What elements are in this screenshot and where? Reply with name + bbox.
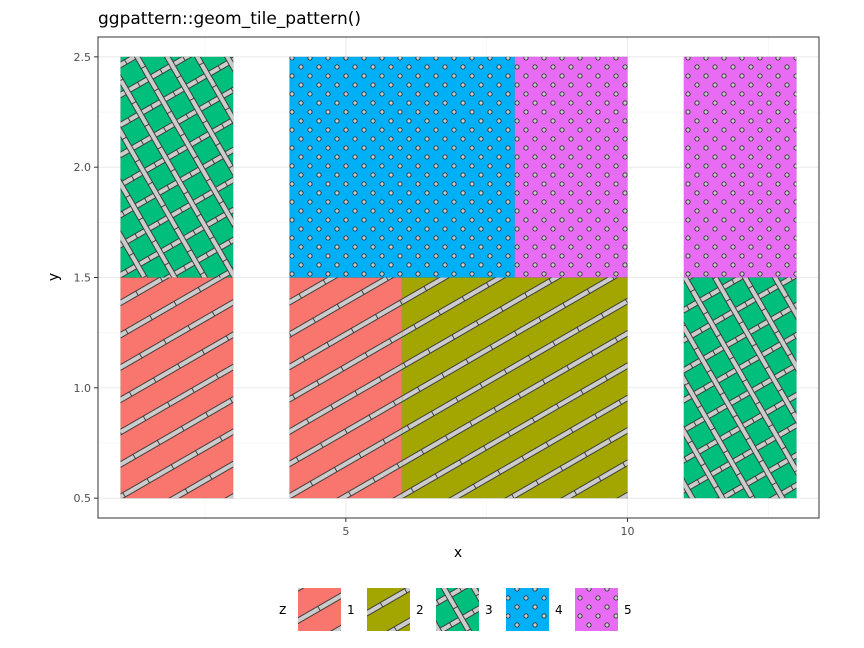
tile-4 — [289, 56, 516, 278]
legend-key-4 — [506, 588, 549, 631]
legend-title: z — [279, 602, 286, 618]
x-axis-title: x — [454, 545, 462, 561]
y-axis: 0.5 1.0 1.5 2.0 2.5 — [74, 51, 98, 505]
legend-key-2 — [367, 588, 410, 631]
tile-1 — [120, 277, 234, 499]
x-axis: 5 10 — [342, 518, 634, 538]
tile-3 — [289, 277, 403, 499]
tile-8 — [683, 56, 797, 278]
x-tick-label: 5 — [342, 525, 349, 538]
tile-2 — [120, 56, 234, 278]
y-tick-label: 2.5 — [74, 51, 92, 64]
legend-key-5 — [575, 588, 618, 631]
y-tick-label: 0.5 — [74, 492, 92, 505]
legend-label-4: 4 — [555, 603, 563, 617]
legend-key-3 — [436, 588, 479, 631]
y-axis-title: y — [46, 273, 62, 281]
y-tick-label: 1.5 — [74, 272, 92, 285]
y-tick-label: 2.0 — [74, 161, 92, 174]
legend-key-1 — [298, 588, 341, 631]
tile-6 — [514, 56, 628, 278]
legend-label-5: 5 — [624, 603, 632, 617]
tile-7 — [683, 277, 797, 499]
tile-5 — [401, 277, 628, 499]
legend-label-1: 1 — [347, 603, 355, 617]
tiles — [120, 56, 797, 499]
legend-label-3: 3 — [485, 603, 493, 617]
y-tick-label: 1.0 — [74, 382, 92, 395]
legend-label-2: 2 — [416, 603, 424, 617]
chart-title: ggpattern::geom_tile_pattern() — [98, 9, 361, 29]
legend: z 1 2 3 4 5 — [279, 588, 632, 631]
x-tick-label: 10 — [620, 525, 634, 538]
